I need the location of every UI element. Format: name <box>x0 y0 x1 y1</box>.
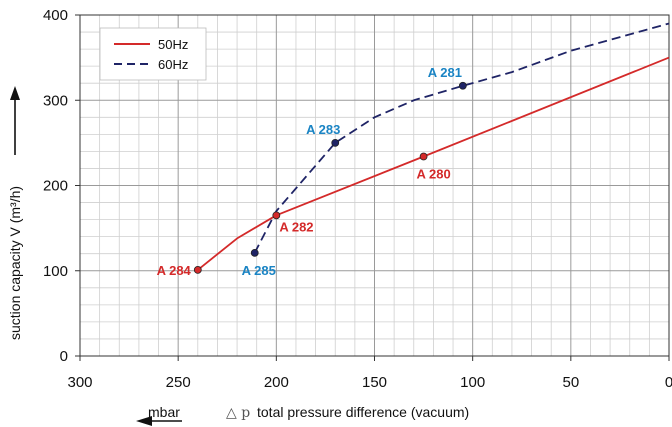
x-tick-label: 150 <box>362 374 387 391</box>
legend-box <box>99 27 207 81</box>
x-tick-labels: 300 250 200 150 100 50 0 <box>67 356 672 391</box>
x-tick-label: 100 <box>460 374 485 391</box>
series-line-60hz <box>253 22 670 254</box>
y-axis-title: suction capacity V (m³/h) <box>7 186 23 340</box>
y-tick-label: 100 <box>43 263 68 280</box>
x-axis-title-group: mbar △ p total pressure difference (vacu… <box>136 404 469 426</box>
x-tick-label: 200 <box>264 374 289 391</box>
y-tick-label: 200 <box>43 178 68 195</box>
marker-label: A 280 <box>416 167 450 182</box>
marker-point <box>458 81 467 90</box>
marker-layer: A 284 A 282 A 280 A 285 A 283 A 281 <box>157 65 467 278</box>
y-tick-labels: 0 100 200 300 400 <box>43 7 80 365</box>
marker-point <box>272 211 281 220</box>
x-tick-label: 50 <box>562 374 579 391</box>
x-axis-unit: mbar <box>148 404 180 420</box>
y-tick-label: 300 <box>43 92 68 109</box>
x-tick-label: 250 <box>166 374 191 391</box>
marker-label: A 282 <box>279 219 313 234</box>
marker-label: A 285 <box>242 263 276 278</box>
marker-label: A 281 <box>428 65 462 80</box>
marker-point <box>250 248 259 257</box>
legend: 50Hz 60Hz <box>99 27 207 81</box>
y-tick-label: 400 <box>43 7 68 24</box>
marker-point <box>193 265 202 274</box>
x-axis-arrow-head <box>136 416 152 426</box>
legend-label-60hz: 60Hz <box>158 57 188 72</box>
marker-label: A 284 <box>157 263 192 278</box>
x-axis-title: total pressure difference (vacuum) <box>257 404 469 420</box>
y-axis-title-group: suction capacity V (m³/h) <box>7 86 23 340</box>
y-axis-arrow-head <box>10 86 20 100</box>
x-tick-label: 300 <box>67 374 92 391</box>
x-tick-label: 0 <box>665 374 672 391</box>
marker-point <box>419 152 428 161</box>
legend-label-50hz: 50Hz <box>158 37 188 52</box>
y-tick-label: 0 <box>60 348 68 365</box>
x-axis-symbol: △ p <box>226 405 250 421</box>
marker-point <box>331 138 340 147</box>
marker-label: A 283 <box>306 122 340 137</box>
